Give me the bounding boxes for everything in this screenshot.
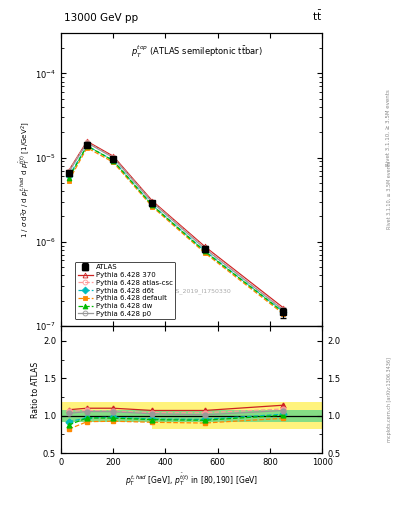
Pythia 6.428 atlas-csc: [281, 306, 285, 312]
Pythia 6.428 atlas-csc: [150, 199, 155, 205]
Pythia 6.428 p0: [150, 200, 155, 206]
X-axis label: $p_T^{t,had}$ [GeV], $p_T^{\bar{t}(t)}$ in [80,190] [GeV]: $p_T^{t,had}$ [GeV], $p_T^{\bar{t}(t)}$ …: [125, 471, 258, 488]
Y-axis label: Ratio to ATLAS: Ratio to ATLAS: [31, 361, 40, 418]
Pythia 6.428 dw: [66, 175, 71, 181]
Line: Pythia 6.428 d6t: Pythia 6.428 d6t: [66, 143, 285, 314]
Pythia 6.428 atlas-csc: [111, 154, 116, 160]
Text: $p_T^{top}$ (ATLAS semileptonic t$\bar{\rm t}$bar): $p_T^{top}$ (ATLAS semileptonic t$\bar{\…: [131, 44, 263, 60]
Line: Pythia 6.428 default: Pythia 6.428 default: [66, 145, 285, 316]
Pythia 6.428 d6t: [85, 143, 90, 149]
Pythia 6.428 atlas-csc: [202, 245, 207, 251]
Line: Pythia 6.428 dw: Pythia 6.428 dw: [66, 143, 285, 314]
Pythia 6.428 default: [150, 204, 155, 210]
Pythia 6.428 370: [111, 153, 116, 159]
Pythia 6.428 d6t: [66, 173, 71, 179]
Pythia 6.428 p0: [66, 169, 71, 175]
Pythia 6.428 370: [66, 167, 71, 174]
Line: Pythia 6.428 370: Pythia 6.428 370: [66, 139, 285, 310]
Text: 13000 GeV pp: 13000 GeV pp: [64, 13, 138, 23]
Pythia 6.428 dw: [111, 158, 116, 164]
Pythia 6.428 d6t: [150, 202, 155, 208]
Pythia 6.428 dw: [202, 248, 207, 254]
Pythia 6.428 default: [85, 145, 90, 151]
Pythia 6.428 370: [85, 138, 90, 144]
Pythia 6.428 dw: [150, 202, 155, 208]
Text: mcplots.cern.ch [arXiv:1306.3436]: mcplots.cern.ch [arXiv:1306.3436]: [387, 357, 392, 442]
Pythia 6.428 default: [281, 310, 285, 316]
Pythia 6.428 default: [202, 250, 207, 256]
Y-axis label: 1 / $\sigma$ d$^2\!\sigma$ / d $p_T^{t,had}$ d $p_T^{\bar{t}(t)}$ [1/GeV$^2$]: 1 / $\sigma$ d$^2\!\sigma$ / d $p_T^{t,h…: [17, 121, 32, 238]
Pythia 6.428 p0: [111, 155, 116, 161]
Text: ATLAS_2019_I1750330: ATLAS_2019_I1750330: [162, 288, 232, 293]
Pythia 6.428 p0: [202, 245, 207, 251]
Pythia 6.428 d6t: [281, 309, 285, 315]
Pythia 6.428 370: [202, 243, 207, 249]
Line: Pythia 6.428 atlas-csc: Pythia 6.428 atlas-csc: [66, 140, 285, 312]
Pythia 6.428 370: [281, 305, 285, 311]
Pythia 6.428 d6t: [202, 248, 207, 254]
Text: t$\bar{\rm t}$: t$\bar{\rm t}$: [312, 9, 322, 23]
Text: Rivet 3.1.10, ≥ 3.5M events: Rivet 3.1.10, ≥ 3.5M events: [387, 160, 392, 229]
Line: Pythia 6.428 p0: Pythia 6.428 p0: [66, 140, 285, 312]
Pythia 6.428 default: [66, 178, 71, 184]
Pythia 6.428 dw: [281, 309, 285, 315]
Pythia 6.428 p0: [281, 307, 285, 313]
Pythia 6.428 atlas-csc: [85, 139, 90, 145]
Pythia 6.428 p0: [85, 140, 90, 146]
Pythia 6.428 dw: [85, 143, 90, 149]
Pythia 6.428 d6t: [111, 157, 116, 163]
Legend: ATLAS, Pythia 6.428 370, Pythia 6.428 atlas-csc, Pythia 6.428 d6t, Pythia 6.428 : ATLAS, Pythia 6.428 370, Pythia 6.428 at…: [75, 262, 175, 319]
Pythia 6.428 atlas-csc: [66, 168, 71, 174]
Pythia 6.428 default: [111, 159, 116, 165]
Pythia 6.428 370: [150, 198, 155, 204]
Text: Rivet 3.1.10, ≥ 3.5M events: Rivet 3.1.10, ≥ 3.5M events: [386, 90, 391, 166]
